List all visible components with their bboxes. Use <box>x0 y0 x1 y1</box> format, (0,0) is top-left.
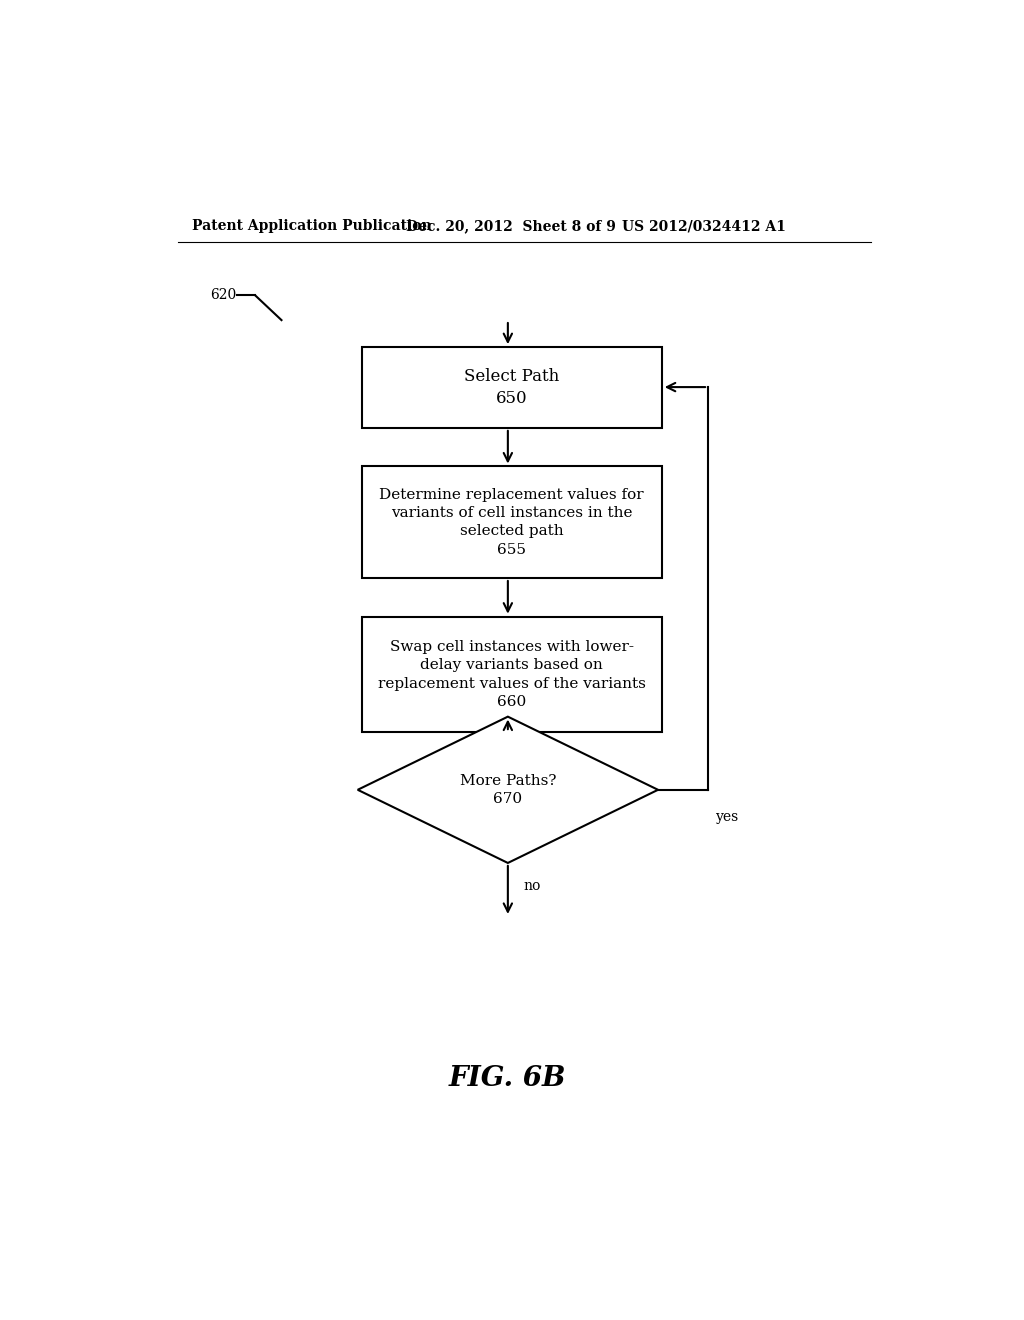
Text: Select Path
650: Select Path 650 <box>464 368 559 407</box>
Text: More Paths?
670: More Paths? 670 <box>460 774 556 807</box>
Text: US 2012/0324412 A1: US 2012/0324412 A1 <box>622 219 785 234</box>
Text: Patent Application Publication: Patent Application Publication <box>193 219 432 234</box>
Text: Dec. 20, 2012  Sheet 8 of 9: Dec. 20, 2012 Sheet 8 of 9 <box>407 219 616 234</box>
Text: 620: 620 <box>210 289 237 302</box>
Bar <box>361 466 662 578</box>
Bar <box>361 347 662 428</box>
Text: yes: yes <box>716 809 739 824</box>
Text: Determine replacement values for
variants of cell instances in the
selected path: Determine replacement values for variant… <box>380 487 644 557</box>
Bar <box>361 616 662 733</box>
Text: no: no <box>523 879 541 894</box>
Polygon shape <box>357 717 658 863</box>
Text: FIG. 6B: FIG. 6B <box>450 1065 566 1092</box>
Text: Swap cell instances with lower-
delay variants based on
replacement values of th: Swap cell instances with lower- delay va… <box>378 640 646 709</box>
